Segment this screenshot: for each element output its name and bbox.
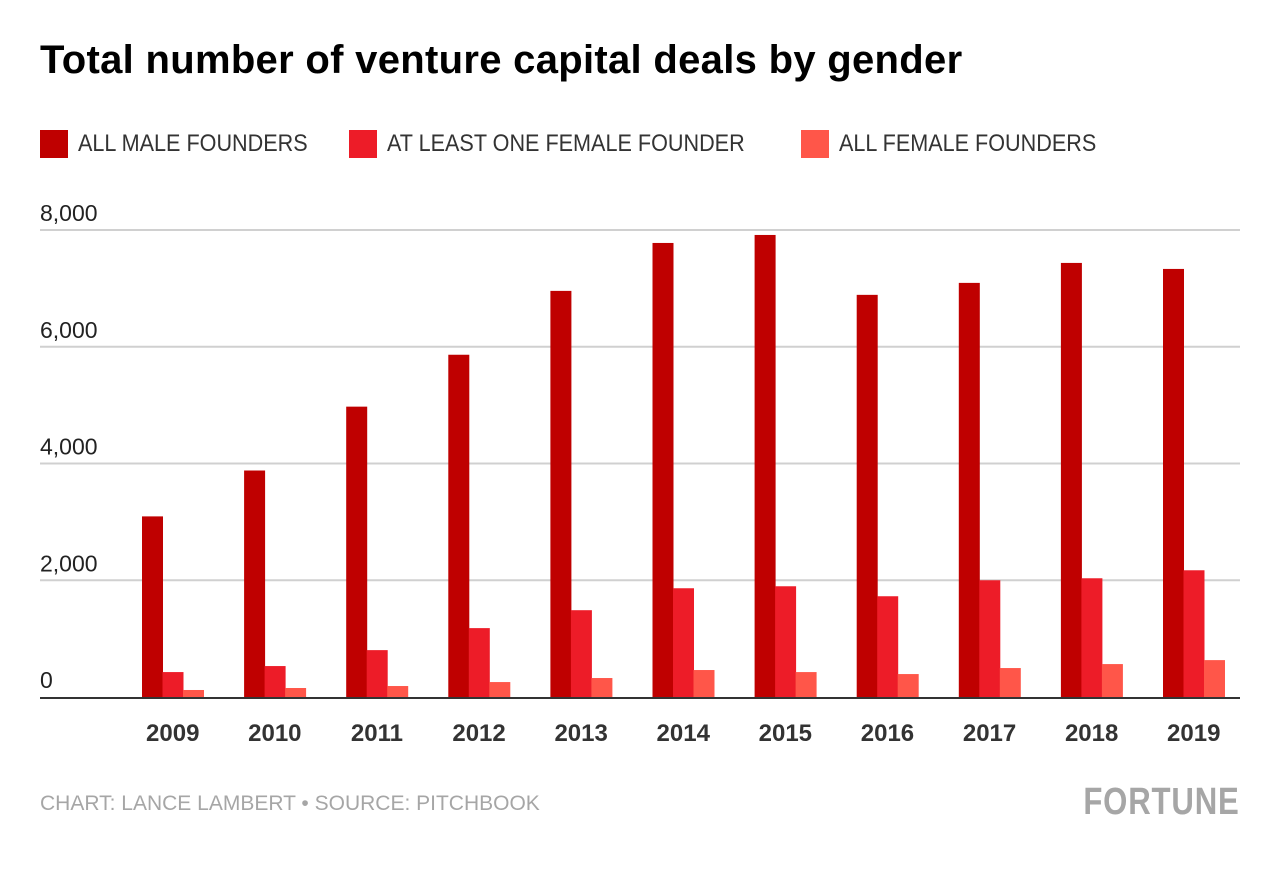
x-tick-label: 2013 <box>554 720 607 747</box>
bar-all-male-founders <box>1163 268 1184 697</box>
bar-at-least-one-female-founder <box>775 586 797 697</box>
bar-all-female-founders <box>1101 664 1123 697</box>
bar-all-male-founders <box>142 516 163 697</box>
legend-item-all-male: ALL MALE FOUNDERS <box>40 130 333 158</box>
bar-all-female-founders <box>795 672 817 697</box>
bar-at-least-one-female-founder <box>673 588 694 697</box>
chart-credit: CHART: LANCE LAMBERT • SOURCE: PITCHBOOK <box>40 792 540 815</box>
legend-label: ALL MALE FOUNDERS <box>78 130 308 157</box>
chart-title: Total number of venture capital deals by… <box>40 38 963 82</box>
bar-at-least-one-female-founder <box>162 672 184 697</box>
legend-swatch-at-least-one-female <box>349 130 378 158</box>
bar-all-female-founders <box>285 688 307 697</box>
legend-label: AT LEAST ONE FEMALE FOUNDER <box>387 130 745 157</box>
bar-all-male-founders <box>754 234 776 698</box>
x-tick-label: 2016 <box>861 720 914 747</box>
bar-at-least-one-female-founder <box>264 666 286 697</box>
y-tick-label: 4,000 <box>40 434 98 460</box>
x-tick-label: 2018 <box>1065 720 1118 747</box>
bar-all-male-founders <box>1060 262 1082 697</box>
x-tick-label: 2009 <box>146 720 199 747</box>
bar-all-female-founders <box>693 670 715 697</box>
fortune-logo: FORTUNE <box>1083 781 1240 823</box>
bar-all-male-founders <box>244 470 266 697</box>
bar-all-male-founders <box>652 242 674 698</box>
bar-all-female-founders <box>999 668 1021 697</box>
bar-all-male-founders <box>958 282 980 697</box>
x-tick-label: 2012 <box>452 720 505 747</box>
legend-item-all-female: ALL FEMALE FOUNDERS <box>800 130 1125 158</box>
bar-at-least-one-female-founder <box>877 596 899 697</box>
legend-swatch-all-female <box>800 130 829 158</box>
legend-swatch-all-male <box>40 130 68 158</box>
y-tick-label: 0 <box>40 667 53 693</box>
bar-at-least-one-female-founder <box>570 610 592 697</box>
x-tick-label: 2017 <box>963 720 1016 747</box>
y-tick-label: 2,000 <box>40 550 98 576</box>
bar-all-female-founders <box>1204 660 1225 697</box>
bar-at-least-one-female-founder <box>1081 578 1103 697</box>
bar-at-least-one-female-founder <box>1183 570 1205 697</box>
legend-label: ALL FEMALE FOUNDERS <box>838 130 1096 157</box>
bar-all-female-founders <box>897 674 919 697</box>
bar-all-female-founders <box>387 686 409 697</box>
bar-at-least-one-female-founder <box>468 628 490 697</box>
bar-at-least-one-female-founder <box>366 650 388 697</box>
x-tick-label: 2014 <box>657 720 711 747</box>
x-tick-label: 2019 <box>1167 720 1220 747</box>
y-tick-label: 6,000 <box>40 317 98 343</box>
legend-item-at-least-one-female: AT LEAST ONE FEMALE FOUNDER <box>349 130 784 158</box>
y-tick-label: 8,000 <box>40 200 98 226</box>
bar-all-female-founders <box>489 682 511 697</box>
bar-all-male-founders <box>346 406 368 697</box>
bar-at-least-one-female-founder <box>979 580 1001 697</box>
legend: ALL MALE FOUNDERS AT LEAST ONE FEMALE FO… <box>40 130 1140 158</box>
bar-all-male-founders <box>448 354 470 697</box>
bar-all-male-founders <box>856 294 878 697</box>
x-tick-label: 2015 <box>759 720 812 747</box>
x-tick-label: 2010 <box>248 720 301 747</box>
bar-all-female-founders <box>183 689 204 697</box>
bar-all-male-founders <box>550 290 572 697</box>
bar-all-female-founders <box>591 678 613 697</box>
x-tick-label: 2011 <box>351 720 403 747</box>
